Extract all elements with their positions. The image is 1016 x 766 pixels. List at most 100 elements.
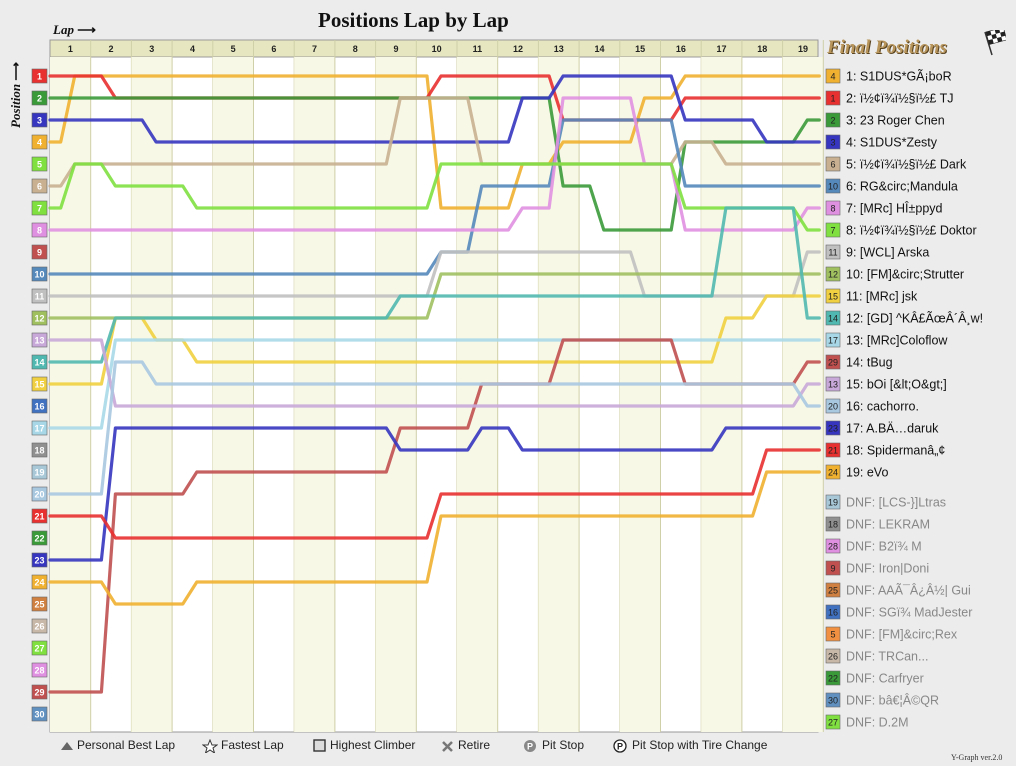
final-start-number: 17 xyxy=(828,336,838,346)
position-badge xyxy=(31,398,48,414)
position-badge xyxy=(31,68,48,84)
lap-tick-label: 16 xyxy=(676,44,686,54)
position-badge xyxy=(31,200,48,216)
final-start-badge xyxy=(825,714,841,730)
final-start-number: 30 xyxy=(828,696,838,706)
position-badge xyxy=(31,310,48,326)
final-start-badge xyxy=(825,626,841,642)
series-line-12 xyxy=(48,206,821,364)
position-tick-label: 10 xyxy=(34,270,44,280)
position-tick-label: 6 xyxy=(37,182,42,192)
square-icon xyxy=(313,739,326,753)
final-start-number: 22 xyxy=(828,674,838,684)
final-position-entry: 9: [WCL] Arska xyxy=(846,246,929,260)
legend-best-lap: Personal Best Lap xyxy=(60,738,175,752)
series-line-8 xyxy=(48,162,821,232)
final-start-number: 9 xyxy=(830,564,835,574)
position-badge xyxy=(31,552,48,568)
final-start-number: 21 xyxy=(828,446,838,456)
final-start-badge xyxy=(825,244,841,260)
final-position-entry: DNF: LEKRAM xyxy=(846,518,930,532)
legend-pit: P Pit Stop xyxy=(523,738,584,753)
position-badge xyxy=(31,618,48,634)
position-tick-label: 20 xyxy=(34,490,44,500)
position-tick-label: 9 xyxy=(37,248,42,258)
final-position-entry: DNF: [LCS-}]Ltras xyxy=(846,496,946,510)
final-position-entry: 18: Spidermanâ„¢ xyxy=(846,444,945,458)
position-tick-label: 27 xyxy=(34,644,44,654)
final-position-entry: 6: RG&circ;Mandula xyxy=(846,180,958,194)
final-position-entry: DNF: TRCan... xyxy=(846,650,928,664)
final-position-entry: DNF: [FM]&circ;Rex xyxy=(846,628,958,642)
position-tick-label: 4 xyxy=(37,138,42,148)
final-position-entry: 2: ï½¢ï¾ï½§ï½£ TJ xyxy=(846,92,953,106)
lap-tick-label: 7 xyxy=(312,44,317,54)
lap-tick-label: 9 xyxy=(393,44,398,54)
series-line-6 xyxy=(48,118,821,276)
final-start-number: 29 xyxy=(828,358,838,368)
position-tick-label: 23 xyxy=(34,556,44,566)
lap-tick-label: 8 xyxy=(353,44,358,54)
position-tick-label: 24 xyxy=(34,578,44,588)
legend-retire: Retire xyxy=(441,738,490,752)
pit-icon: P xyxy=(524,739,536,752)
position-badge xyxy=(31,332,48,348)
position-badge xyxy=(31,706,48,722)
final-position-entry: 12: [GD] ^KÂ£ÃœÂ´Â¸w! xyxy=(846,311,983,326)
lap-tick-label: 2 xyxy=(109,44,114,54)
chart-title: Positions Lap by Lap xyxy=(318,8,509,32)
position-tick-label: 29 xyxy=(34,688,44,698)
final-start-number: 20 xyxy=(828,402,838,412)
lap-tick-label: 6 xyxy=(271,44,276,54)
position-badge xyxy=(31,134,48,150)
position-tick-label: 25 xyxy=(34,600,44,610)
position-badge xyxy=(31,222,48,238)
lap-tick-label: 5 xyxy=(231,44,236,54)
legend-fastest-lap: Fastest Lap xyxy=(201,738,284,755)
legend-pit-tire: P Pit Stop with Tire Change xyxy=(613,738,767,753)
final-start-badge xyxy=(825,266,841,282)
final-position-entry: 7: [MRc] HÎ±ppyd xyxy=(846,201,943,216)
lap-tick-label: 18 xyxy=(757,44,767,54)
lap-column-band xyxy=(212,57,254,732)
final-start-number: 23 xyxy=(828,424,838,434)
legend-climber: Highest Climber xyxy=(313,738,415,753)
lap-header xyxy=(49,39,819,58)
final-start-badge xyxy=(825,420,841,436)
position-badge xyxy=(31,684,48,700)
final-positions-title: Final Positions xyxy=(827,37,947,58)
final-start-badge xyxy=(825,178,841,194)
position-badge xyxy=(31,178,48,194)
final-start-number: 15 xyxy=(828,292,838,302)
final-position-entry: 11: [MRc] jsk xyxy=(846,290,918,304)
final-position-entry: DNF: AAÃ¯Â¿Â½| Gui xyxy=(846,583,971,598)
position-tick-label: 1 xyxy=(37,72,42,82)
final-start-badge xyxy=(825,670,841,686)
series-line-13 xyxy=(48,338,821,430)
lap-column-band xyxy=(375,57,417,732)
final-position-entry: 17: A.BÄ…daruk xyxy=(846,422,939,436)
series-line-15 xyxy=(48,338,821,408)
final-position-entry: 10: [FM]&circ;Strutter xyxy=(846,268,964,282)
position-tick-label: 7 xyxy=(37,204,42,214)
final-start-number: 10 xyxy=(828,182,838,192)
final-start-number: 1 xyxy=(830,94,835,104)
final-start-badge xyxy=(825,516,841,532)
position-badge xyxy=(31,486,48,502)
svg-text:P: P xyxy=(617,741,623,751)
final-start-badge xyxy=(825,222,841,238)
final-start-badge xyxy=(825,494,841,510)
lap-tick-label: 11 xyxy=(473,44,483,54)
final-start-number: 8 xyxy=(830,204,835,214)
position-tick-label: 13 xyxy=(34,336,44,346)
final-start-number: 2 xyxy=(830,116,835,126)
final-start-badge xyxy=(825,156,841,172)
x-icon xyxy=(442,740,453,752)
position-badge xyxy=(31,90,48,106)
position-badge xyxy=(31,266,48,282)
position-badge xyxy=(31,112,48,128)
final-start-badge xyxy=(825,464,841,480)
lap-column-band xyxy=(619,57,661,732)
position-badge xyxy=(31,508,48,524)
position-badge xyxy=(31,640,48,656)
